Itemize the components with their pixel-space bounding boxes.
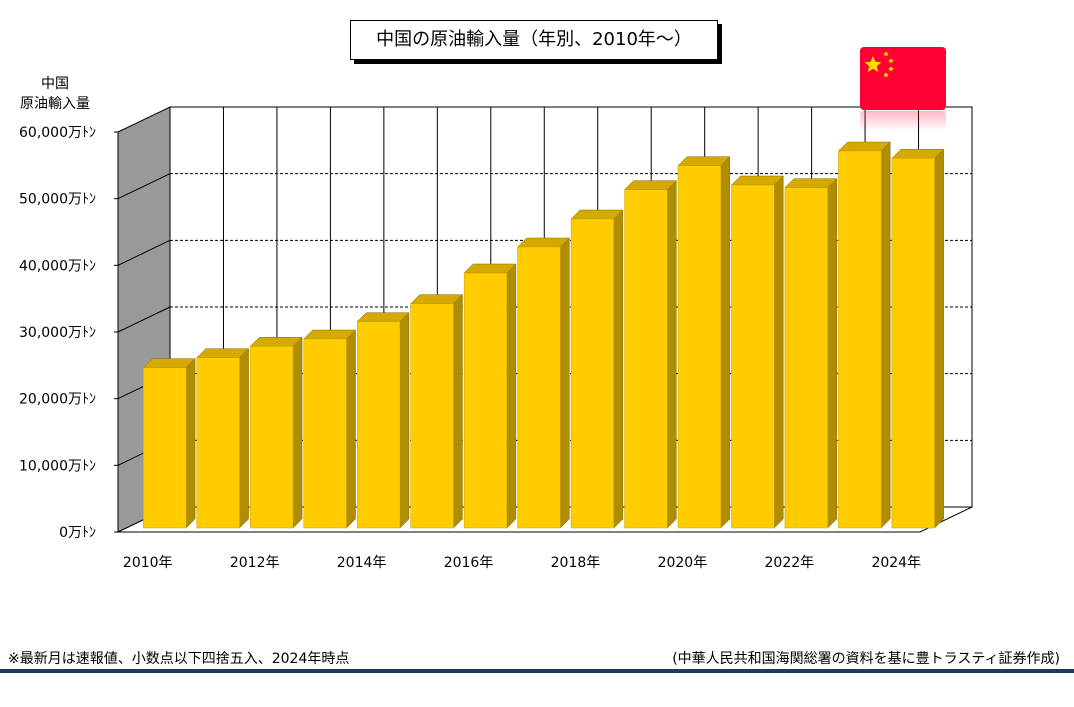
bar [517, 246, 561, 529]
bar-side [774, 175, 784, 529]
flag-stars [864, 51, 894, 78]
bar-top [303, 329, 357, 340]
bar-top [623, 180, 677, 190]
y-axis-heading: 中国 原油輸入量 [0, 74, 110, 114]
bar-side [453, 294, 463, 529]
bar-top [891, 149, 945, 159]
y-tick-label: 10,000万ﾄﾝ [19, 458, 96, 474]
bar-side [934, 148, 944, 529]
bar [356, 321, 401, 529]
y-axis-heading-line2: 原油輸入量 [20, 96, 90, 112]
bar [624, 189, 668, 529]
bar [570, 218, 615, 529]
wall-gridline [117, 239, 171, 266]
x-tick-label: 2012年 [230, 555, 280, 571]
bar-top [249, 337, 303, 347]
wall-gridline [117, 173, 171, 200]
bar-side [667, 180, 677, 529]
bar [250, 346, 294, 529]
bar [303, 338, 347, 529]
bar-side [880, 141, 891, 529]
bar-side [827, 178, 837, 529]
y-tick-label: 30,000万ﾄﾝ [19, 325, 96, 341]
x-tick-label: 2024年 [871, 555, 921, 571]
bar [784, 187, 828, 529]
bar [143, 367, 187, 529]
bar [677, 165, 722, 529]
y-tick-label: 0万ﾄﾝ [59, 525, 96, 541]
bar-side [720, 156, 731, 529]
bar [838, 150, 882, 529]
bar [410, 303, 454, 529]
bar [196, 357, 240, 529]
bar-top [196, 348, 250, 358]
x-tick-label: 2022年 [765, 555, 815, 571]
wall-gridline [117, 306, 171, 333]
x-tick-label: 2014年 [337, 555, 387, 571]
flag-reflection [860, 111, 946, 131]
x-tick-label: 2020年 [658, 555, 708, 571]
bar-top [677, 156, 731, 166]
x-tick-label: 2010年 [123, 555, 173, 571]
footnote-source: (中華人民共和国海関総署の資料を基に豊トラスティ証券作成) [672, 651, 1060, 667]
bar-top [730, 175, 784, 186]
x-tick-label: 2018年 [551, 555, 601, 571]
bar-top [784, 178, 838, 188]
bar-side [399, 312, 410, 529]
bar-side [239, 348, 249, 529]
bar [463, 272, 508, 529]
bar-top [517, 237, 570, 248]
bar-side [506, 263, 517, 529]
bar-top [410, 294, 464, 304]
bar-top [356, 312, 410, 322]
y-tick-label: 50,000万ﾄﾝ [19, 192, 96, 208]
bar-side [185, 358, 196, 529]
bar-side [560, 237, 570, 529]
bar [731, 184, 775, 529]
china-flag-icon [860, 47, 946, 110]
chart-title: 中国の原油輸入量（年別、2010年～） [350, 20, 718, 60]
x-tick-label: 2016年 [444, 555, 494, 571]
bar-top [463, 263, 517, 274]
bar-side [613, 209, 624, 529]
bar-top [142, 358, 196, 368]
footnote-note: ※最新月は速報値、小数点以下四捨五入、2024年時点 [8, 651, 350, 667]
bar-side [346, 329, 356, 529]
y-tick-label: 20,000万ﾄﾝ [19, 392, 96, 408]
bar-top [570, 209, 624, 220]
y-axis-heading-line1: 中国 [41, 76, 69, 92]
bar-top [837, 141, 891, 152]
y-tick-label: 40,000万ﾄﾝ [19, 258, 96, 274]
bottom-rule [0, 669, 1074, 673]
bar-side [292, 336, 303, 529]
bar [891, 158, 935, 529]
y-tick-label: 60,000万ﾄﾝ [19, 125, 96, 141]
